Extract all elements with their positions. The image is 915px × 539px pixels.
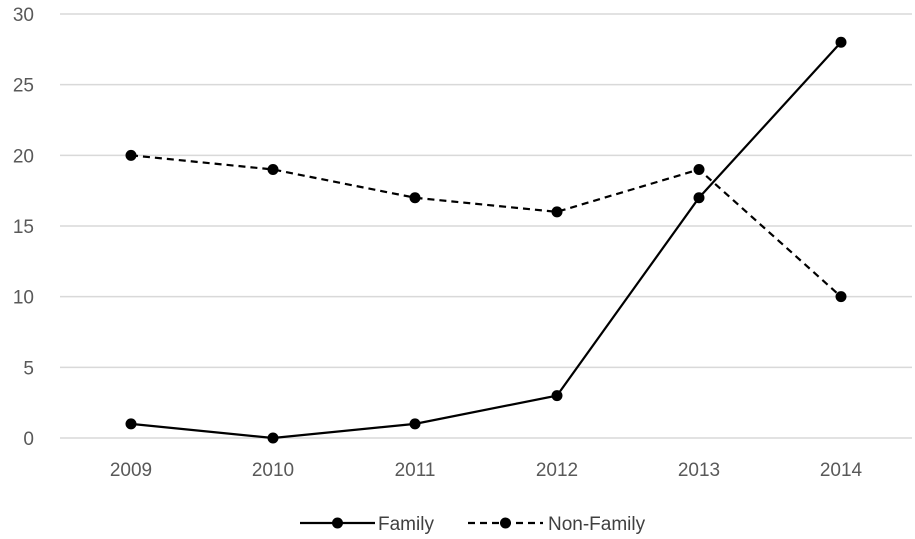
x-tick-label: 2011 (395, 460, 436, 481)
data-point-family (267, 432, 279, 444)
data-point-family (125, 418, 137, 430)
y-tick-label: 20 (13, 146, 34, 167)
x-tick-label: 2009 (110, 460, 152, 481)
x-tick-label: 2012 (536, 460, 578, 481)
data-point-family (693, 192, 705, 204)
y-tick-label: 10 (13, 288, 34, 309)
x-tick-label: 2014 (820, 460, 863, 481)
data-point-family (551, 390, 563, 402)
legend-marker-non-family (500, 517, 511, 529)
series-non-family (125, 149, 847, 303)
x-tick-label: 2010 (252, 460, 294, 481)
x-tick-label: 2013 (678, 460, 720, 481)
legend-item-non-family: Non-Family (468, 514, 646, 535)
data-point-non-family (551, 206, 563, 218)
legend-label-family: Family (378, 514, 434, 535)
y-tick-label: 15 (13, 217, 34, 238)
legend-item-family: Family (300, 514, 434, 535)
series-line-family (130, 41, 842, 440)
y-tick-label: 5 (23, 358, 34, 379)
data-point-family (409, 418, 421, 430)
data-point-non-family (693, 163, 705, 175)
y-axis-tick-labels: 0 5 10 15 20 25 30 (13, 5, 34, 450)
data-point-non-family (125, 149, 137, 161)
y-tick-label: 25 (13, 76, 34, 97)
x-axis-tick-labels: 2009 2010 2011 2012 2013 2014 (110, 460, 863, 481)
legend-label-non-family: Non-Family (548, 514, 646, 535)
legend: Family Non-Family (300, 514, 646, 535)
series-family (125, 36, 847, 444)
legend-marker-family (332, 517, 343, 529)
data-point-non-family (267, 163, 279, 175)
y-tick-label: 30 (13, 5, 34, 26)
data-point-non-family (835, 291, 847, 303)
y-tick-label: 0 (23, 429, 34, 450)
data-point-family (835, 36, 847, 48)
series-group (125, 36, 847, 444)
gridlines (60, 13, 912, 439)
data-point-non-family (409, 192, 421, 204)
